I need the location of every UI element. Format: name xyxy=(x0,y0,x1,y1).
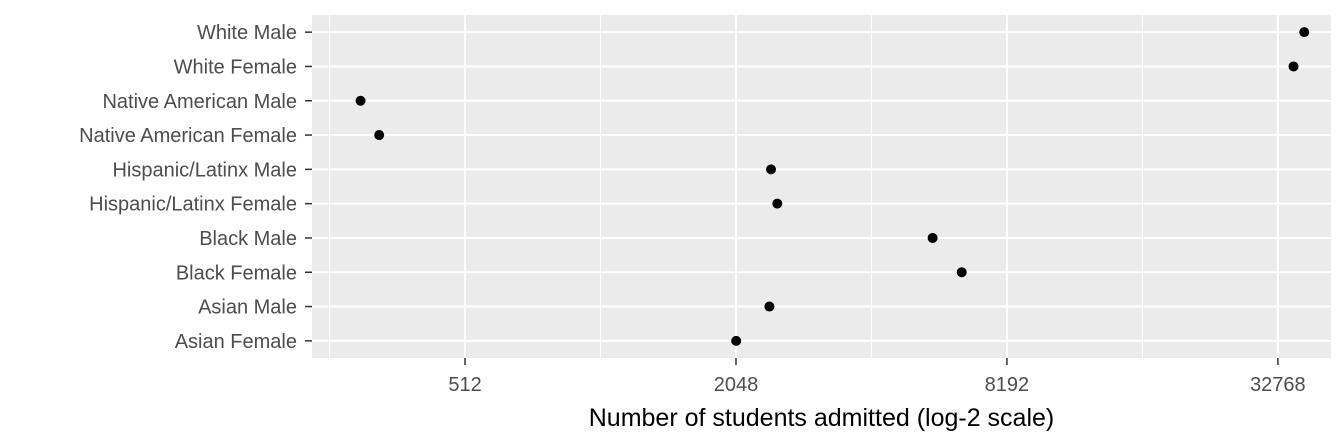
data-point xyxy=(355,95,366,106)
minor-gridlines xyxy=(329,15,1143,358)
data-point xyxy=(772,198,783,209)
x-axis: 512 2048 8192 32768 xyxy=(448,358,1306,396)
data-point xyxy=(374,130,385,141)
y-tick-label: Hispanic/Latinx Male xyxy=(112,159,297,181)
y-tick-label: Hispanic/Latinx Female xyxy=(89,194,297,216)
data-point xyxy=(766,164,777,175)
plot-panel xyxy=(312,15,1331,358)
x-tick-label: 32768 xyxy=(1250,374,1306,396)
y-tick-label: Black Male xyxy=(199,228,297,250)
y-tick-label: Black Female xyxy=(176,262,297,284)
major-gridlines xyxy=(312,15,1331,358)
x-tick-label: 512 xyxy=(448,374,481,396)
x-axis-title: Number of students admitted (log-2 scale… xyxy=(589,404,1055,432)
x-tick-label: 8192 xyxy=(985,374,1030,396)
data-point xyxy=(956,267,967,278)
data-point xyxy=(1299,27,1310,38)
y-tick-label: White Male xyxy=(197,22,297,44)
y-tick-label: Asian Female xyxy=(175,331,297,353)
data-points xyxy=(355,27,1310,346)
y-axis: White Male White Female Native American Ma… xyxy=(79,22,312,353)
y-tick-label: Native American Female xyxy=(79,125,297,147)
data-point xyxy=(1288,61,1299,72)
y-tick-label: Native American Male xyxy=(102,91,297,113)
x-tick-label: 2048 xyxy=(714,374,759,396)
y-tick-label: White Female xyxy=(174,56,297,78)
y-tick-label: Asian Male xyxy=(198,297,297,319)
data-point xyxy=(731,335,742,346)
data-point xyxy=(927,232,938,243)
data-point xyxy=(764,301,775,312)
